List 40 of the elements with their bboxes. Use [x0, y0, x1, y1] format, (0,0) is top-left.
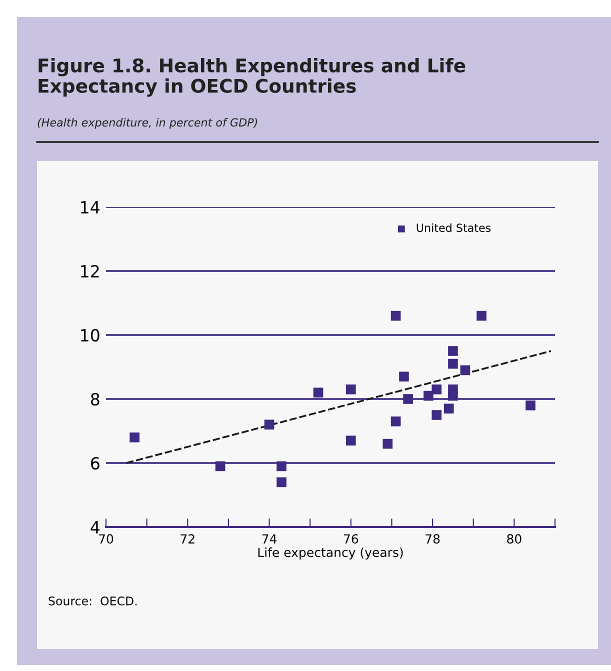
x-tick-label: 72 [180, 534, 194, 544]
chart-title: Figure 1.8. Health Expenditures and Life Expectancy in OECD Countries [38, 58, 466, 97]
y-tick-label: 10 [81, 328, 100, 342]
point [448, 358, 458, 369]
point [448, 346, 458, 356]
point [460, 365, 470, 376]
point [346, 436, 356, 446]
x-tick-label: 76 [344, 534, 358, 544]
x-tick-label: 80 [507, 534, 522, 544]
point [424, 390, 434, 401]
legend-label: United States [416, 223, 491, 232]
point [130, 432, 140, 442]
point [390, 416, 401, 426]
point [390, 310, 401, 321]
y-tick-label: 4 [90, 521, 100, 534]
point [432, 410, 442, 420]
point [432, 384, 442, 394]
y-tick-label: 12 [81, 264, 99, 278]
chart-subtitle: (Health expenditure, in percent of GDP) [38, 118, 258, 129]
point [399, 372, 409, 382]
source-note: Source: OECD. [48, 596, 137, 606]
point [403, 394, 413, 404]
x-tick-label: 70 [99, 534, 114, 544]
point [313, 388, 324, 398]
point [264, 420, 274, 430]
point [215, 461, 226, 472]
y-tick-label: 14 [81, 201, 100, 214]
y-tick-label: 8 [90, 392, 100, 406]
y-tick-label: 6 [91, 456, 100, 470]
point [448, 390, 458, 401]
point [476, 310, 486, 321]
point [382, 438, 393, 449]
point [346, 384, 356, 394]
point [444, 404, 454, 414]
point [276, 477, 286, 488]
x-axis-title: Life expectancy (years) [258, 547, 403, 560]
x-tick-label: 74 [262, 534, 277, 544]
point [526, 400, 536, 410]
x-tick-label: 78 [426, 534, 440, 544]
point [276, 461, 286, 472]
